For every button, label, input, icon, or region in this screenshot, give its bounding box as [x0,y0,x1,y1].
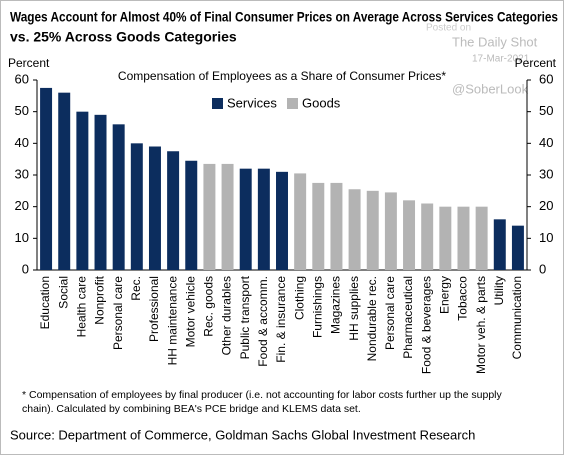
bar [421,203,434,270]
footnote: chain). Calculated by combining BEA's PC… [22,403,361,415]
y2-tick-label: 50 [539,103,553,118]
y-tick-label: 30 [15,166,29,181]
x-tick-label: Motor vehicle [183,276,197,348]
bar [348,189,361,270]
bar [493,219,506,270]
bar [330,182,343,270]
bar [511,225,524,270]
x-tick-label: Professional [147,276,161,342]
bar [167,151,180,270]
bar [475,206,488,270]
chart-title: vs. 25% Across Goods Categories [10,29,237,45]
watermark: 17-Mar-2021 [472,54,530,65]
bar [403,200,416,270]
bar [384,192,397,270]
x-tick-label: HH maintenance [165,276,179,366]
bar [257,168,270,270]
source: Source: Department of Commerce, Goldman … [10,427,475,442]
bar [203,163,216,270]
bar [312,182,325,270]
y-tick-label: 50 [15,103,29,118]
x-tick-label: Health care [75,276,89,338]
x-tick-label: Motor veh. & parts [474,276,488,374]
x-tick-label: Education [38,276,52,329]
x-tick-label: Energy [438,276,452,314]
legend-swatch [212,98,223,109]
watermark: Posted on [426,23,471,34]
x-tick-label: Tobacco [456,276,470,321]
x-tick-label: Furnishings [310,276,324,338]
footnote: * Compensation of employees by final pro… [22,389,503,401]
x-tick-label: Pharmaceutical [401,276,415,359]
bar [439,206,452,270]
x-tick-label: Food & accomm. [256,276,270,367]
y2-tick-label: 20 [539,198,553,213]
x-tick-label: Magazines [329,276,343,334]
x-tick-label: Utility [492,276,506,305]
y2-tick-label: 60 [539,71,553,86]
chart-subtitle: Compensation of Employees as a Share of … [118,69,446,83]
y-tick-label: 20 [15,198,29,213]
y-tick-label: 40 [15,135,29,150]
x-tick-label: Food & beverages [419,276,433,374]
x-tick-label: Personal care [111,276,125,350]
bar [366,190,379,270]
bar [148,146,161,270]
x-tick-label: Communication [510,276,524,359]
y-tick-label: 60 [15,71,29,86]
bar [130,143,143,270]
watermark: The Daily Shot [452,34,538,49]
y2-tick-label: 0 [539,261,546,276]
watermark: @SoberLook [452,81,529,96]
x-tick-label: Clothing [292,276,306,320]
legend-swatch [287,98,298,109]
y-tick-label: 0 [22,261,29,276]
bar [112,124,125,270]
y-tick-label: 10 [15,230,29,245]
x-tick-label: Other durables [220,276,234,355]
bar [294,173,307,270]
x-tick-label: Rec. [129,276,143,301]
bar [276,171,288,270]
bar [221,163,234,270]
y-axis-label: Percent [8,56,50,70]
bar [239,168,252,270]
bar [40,87,53,271]
x-tick-label: HH supplies [347,276,361,341]
x-tick-label: Nondurable rec. [365,276,379,361]
legend-label: Services [227,95,277,110]
x-tick-label: Public transport [238,275,252,359]
x-tick-label: Rec. goods [202,276,216,337]
legend-label: Goods [302,95,341,110]
bar [58,92,71,271]
y2-axis-label: Percent [515,56,557,70]
x-tick-label: Personal care [383,276,397,350]
bar [185,160,198,270]
y2-tick-label: 40 [539,135,553,150]
x-tick-label: Nonprofit [93,275,107,324]
bar [94,114,107,270]
x-tick-label: Social [56,276,70,309]
y2-tick-label: 10 [539,230,553,245]
chart-title: Wages Account for Almost 40% of Final Co… [10,9,558,25]
bar [457,206,470,270]
x-tick-label: Fin. & insurance [274,276,288,363]
y2-tick-label: 30 [539,166,553,181]
bar [76,111,89,271]
